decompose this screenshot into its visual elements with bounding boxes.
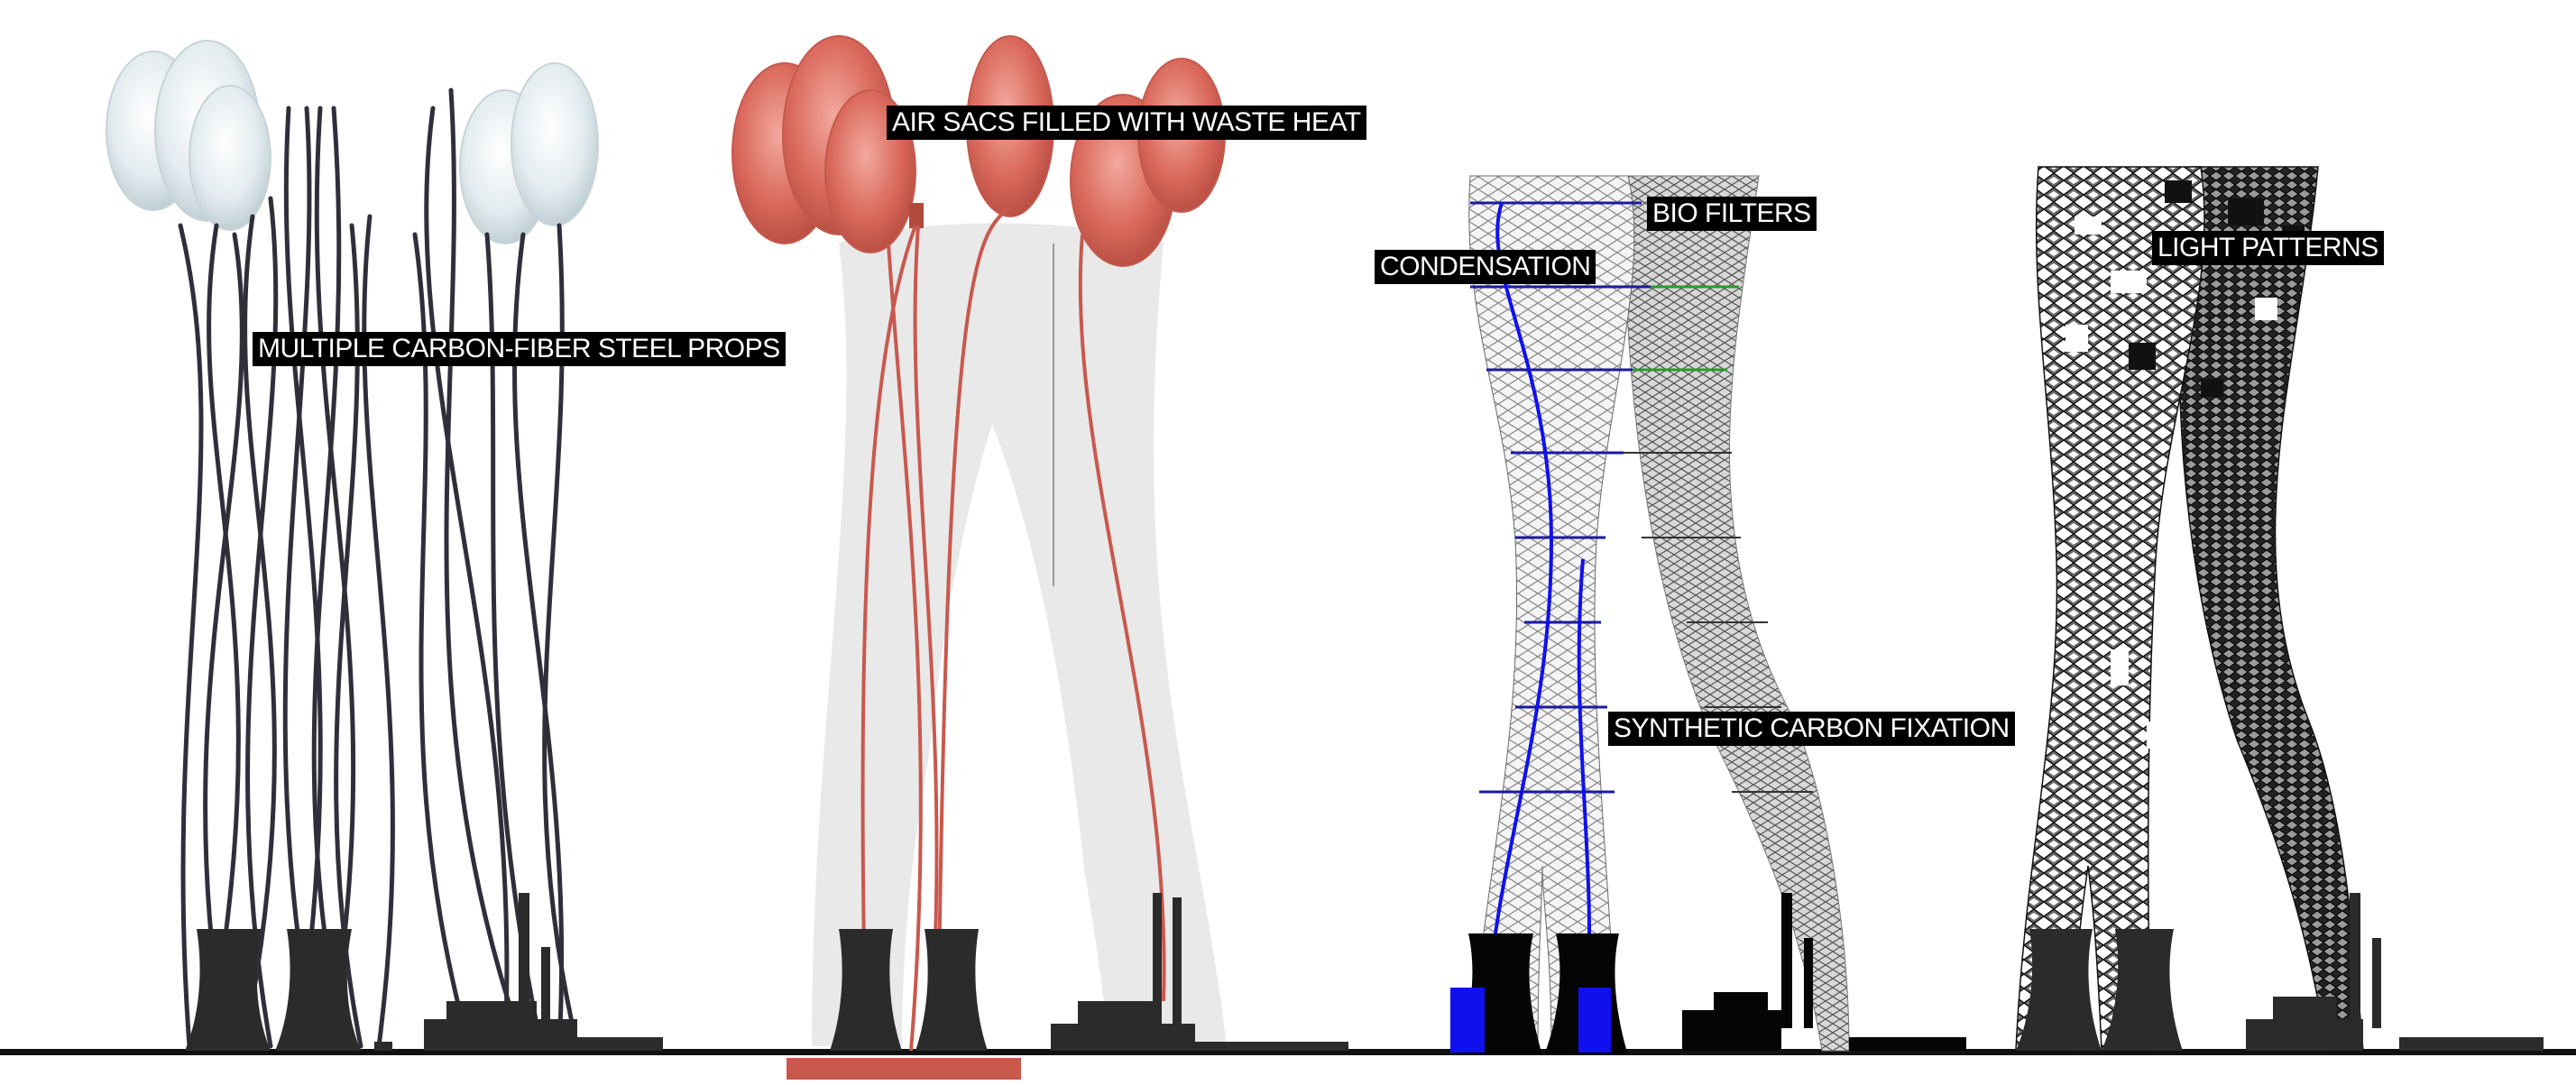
green-filter-rings [1633, 285, 1739, 372]
label-condensation: CONDENSATION [1375, 250, 1596, 284]
power-plant-silhouette-4 [2016, 893, 2544, 1051]
label-air-sacs: AIR SACS FILLED WITH WASTE HEAT [887, 106, 1366, 140]
power-plant-silhouette-3 [1450, 893, 1966, 1055]
ground-line [0, 1049, 2576, 1055]
label-light-patterns: LIGHT PATTERNS [2152, 231, 2384, 265]
panel-carbon-fiber-props [106, 40, 663, 1051]
light-tower-left [2015, 166, 2205, 1052]
power-plant-silhouette-1 [185, 893, 663, 1051]
label-carbon-fiber-props: MULTIPLE CARBON-FIBER STEEL PROPS [253, 332, 786, 366]
red-base-slab [787, 1058, 1021, 1080]
white-air-sacs [106, 40, 599, 244]
panel-bio-filters [1450, 175, 1966, 1055]
red-heat-ducts [860, 206, 1166, 1052]
power-plant-silhouette-2 [830, 893, 1348, 1051]
label-bio-filters: BIO FILTERS [1647, 197, 1817, 231]
mesh-tower-left [1468, 175, 1635, 1052]
ghost-tower [812, 223, 1227, 1046]
panel-light-patterns [2015, 166, 2544, 1052]
blue-condensation-rings [1470, 201, 1736, 794]
mesh-tower-right [1623, 175, 1850, 1052]
ghost-tower-inner [911, 424, 1100, 1046]
label-synthetic-carbon-fixation: SYNTHETIC CARBON FIXATION [1608, 712, 2015, 746]
panel-air-sacs [731, 35, 1348, 1080]
dark-filter-rings [1624, 452, 1813, 793]
